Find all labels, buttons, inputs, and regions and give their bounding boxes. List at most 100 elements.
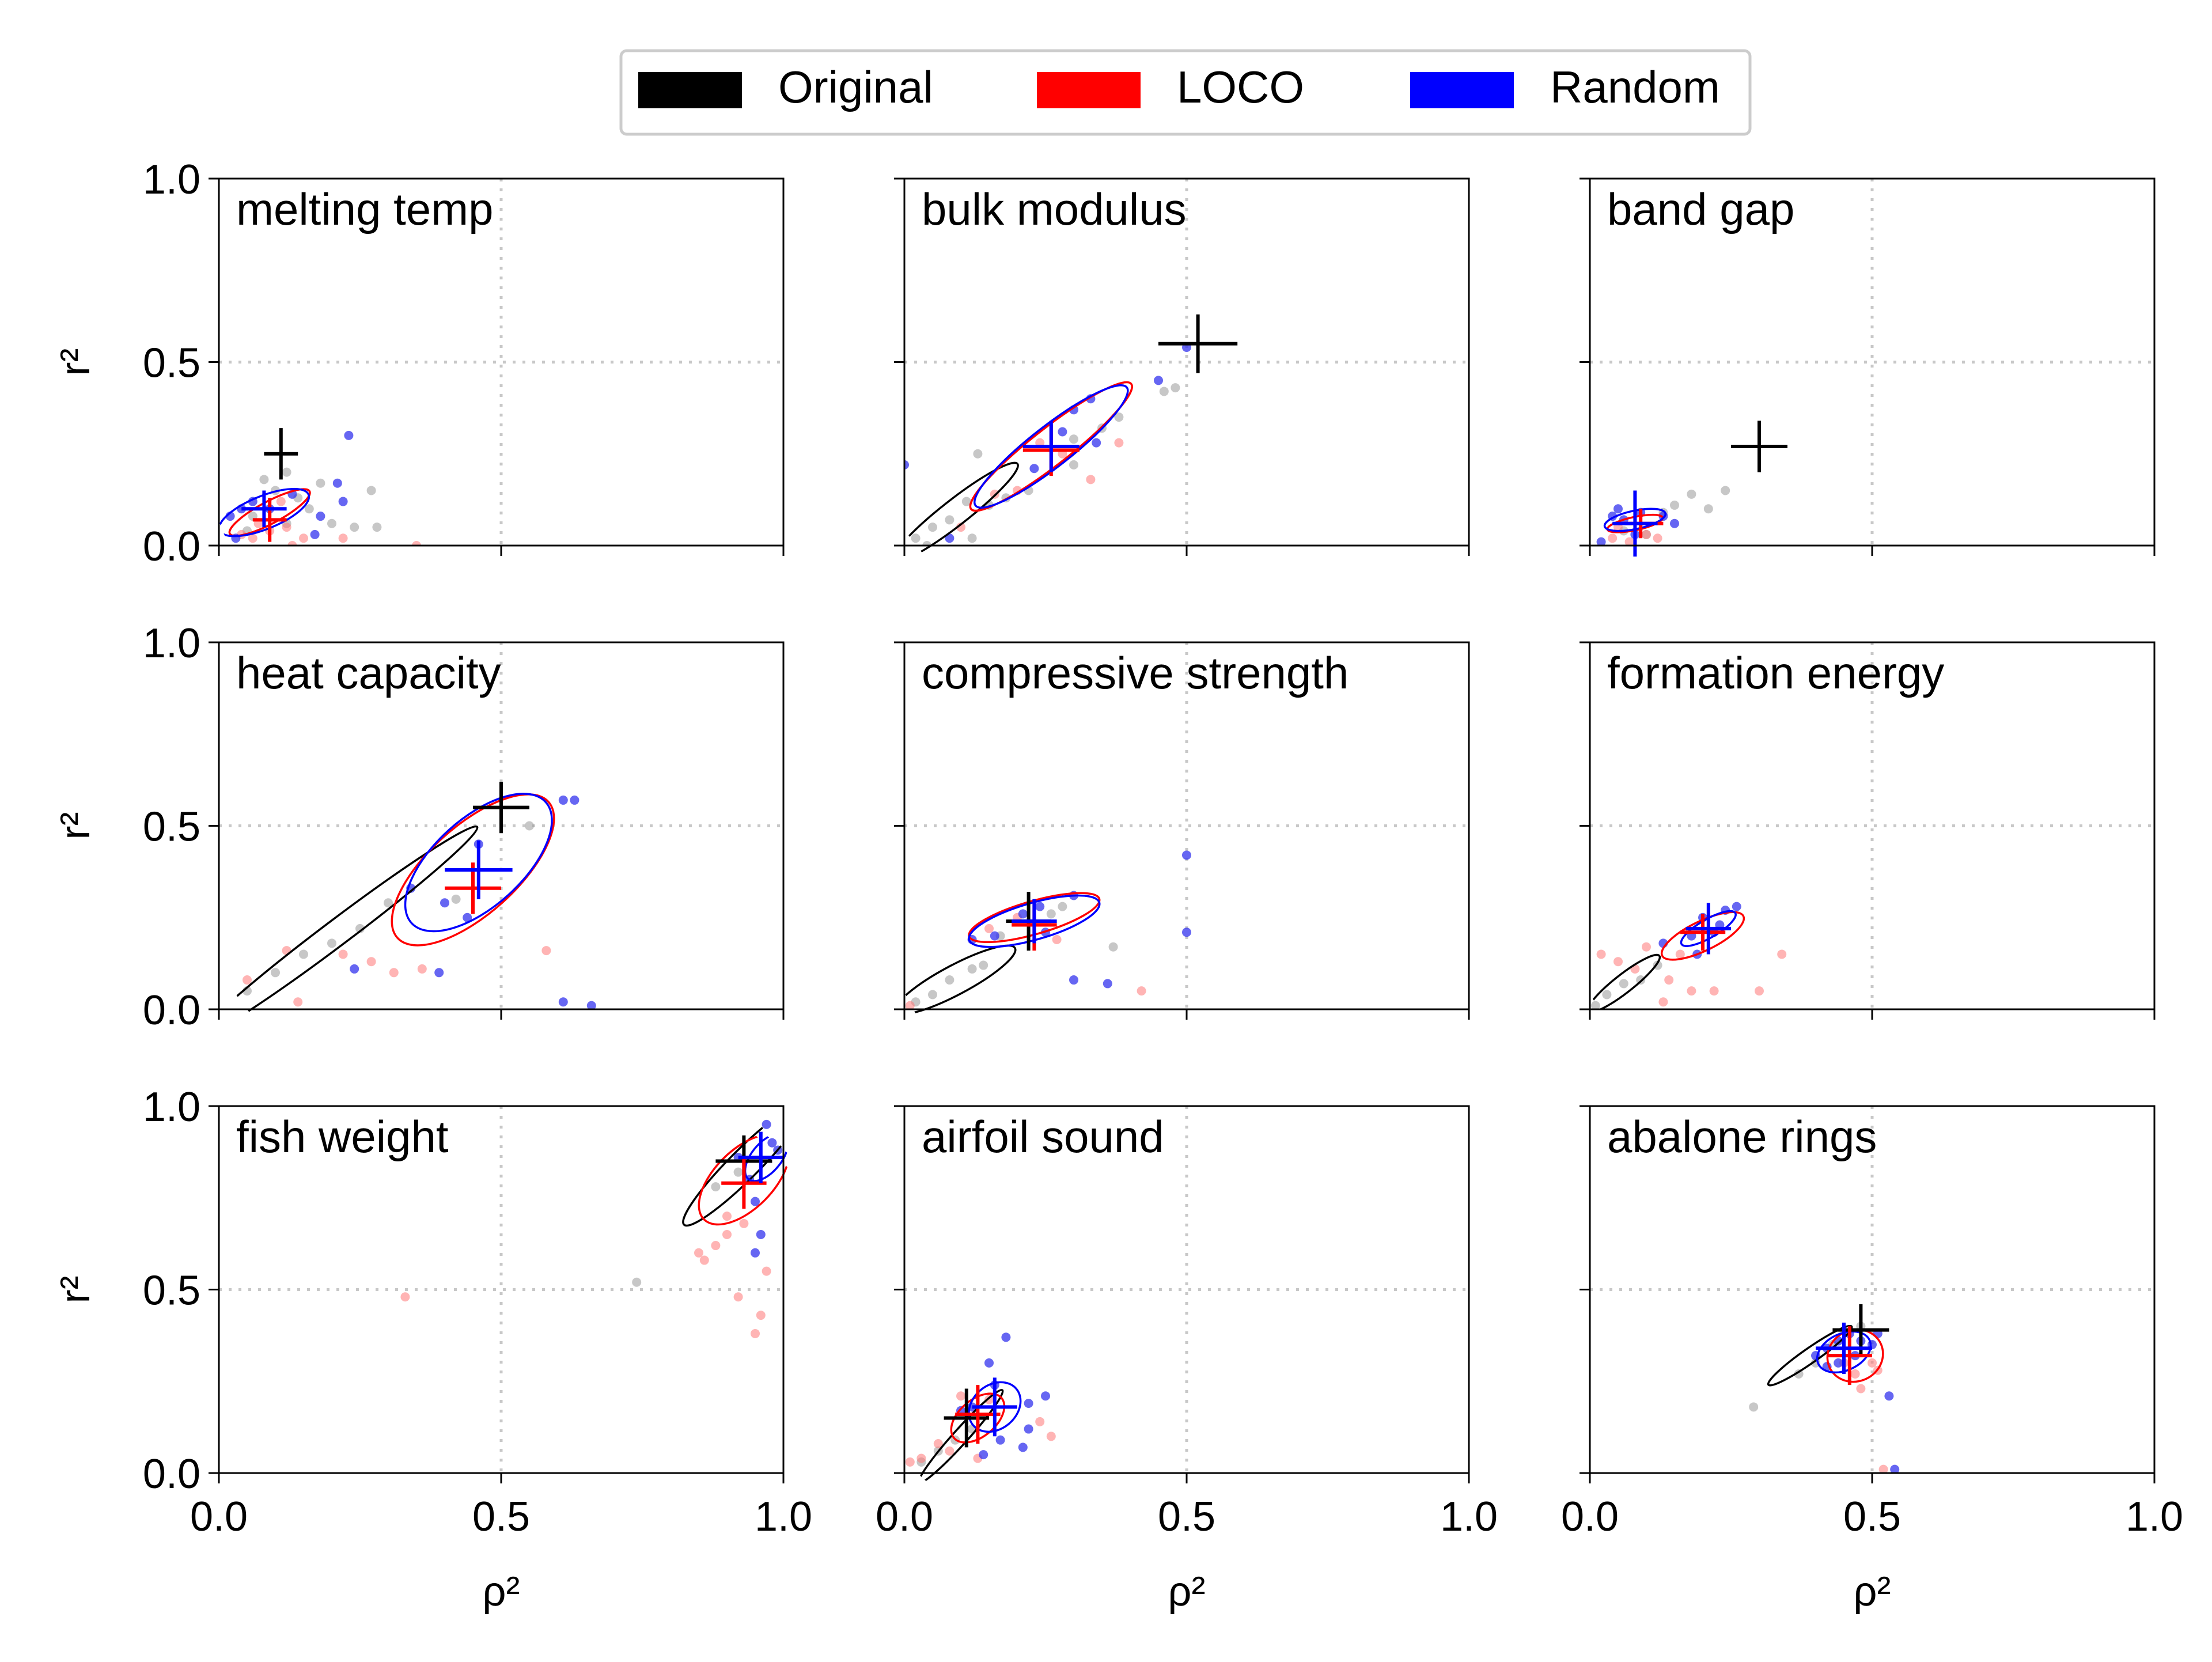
data-point-random [344,430,354,440]
data-point-random [1024,1398,1033,1408]
data-point-original [1046,909,1056,919]
data-point-original [632,1277,642,1287]
data-point-original [327,938,336,948]
data-point-loco [366,957,376,967]
x-axis-label: ρ² [1854,1569,1891,1615]
data-point-loco [1624,537,1634,546]
data-point-original [451,894,461,904]
data-point-original [372,523,382,532]
data-point-loco [1777,949,1787,959]
data-point-loco [293,997,303,1007]
ellipse-original [891,461,1019,563]
data-point-random [1069,975,1078,985]
data-point-random [1092,438,1101,448]
data-point-random [310,529,320,539]
x-tick-label: 0.5 [472,1494,530,1540]
data-point-random [558,795,568,805]
data-point-random [1890,1464,1900,1473]
data-point-original [304,504,314,514]
data-point-loco [1856,1384,1866,1394]
data-point-loco [417,964,427,974]
data-point-random [1041,1391,1050,1401]
data-point-random [1103,979,1112,989]
data-point-loco [694,1248,703,1258]
legend-swatch-original [638,72,742,108]
data-point-original [1749,1402,1759,1412]
data-point-original [1602,990,1612,1000]
data-point-original [1619,979,1628,989]
data-point-loco [338,533,348,543]
data-point-loco [722,1212,732,1221]
data-point-original [928,523,937,532]
data-point-original [1703,504,1713,514]
data-point-loco [1114,438,1124,448]
data-point-random [434,968,444,978]
data-point-original [1171,383,1180,393]
data-point-loco [243,975,252,985]
data-point-random [338,497,348,506]
x-tick-label: 1.0 [755,1494,812,1540]
data-point-original [945,975,955,985]
data-point-random [1670,518,1679,528]
ellipse-random [968,1381,1022,1433]
data-point-loco [299,533,308,543]
data-point-original [1069,434,1078,444]
y-axis-label: r² [52,1276,99,1304]
data-point-original [979,960,988,970]
data-point-original [1687,489,1696,499]
y-tick-label: 0.5 [143,340,200,387]
data-point-loco [905,1001,915,1009]
y-tick-label: 1.0 [143,620,200,667]
legend-label-loco: LOCO [1177,62,1304,112]
data-point-random [1834,1358,1843,1368]
data-point-loco [751,1328,760,1338]
data-point-loco [1642,529,1651,539]
data-point-original [355,923,365,933]
legend-label-random: Random [1550,62,1720,112]
data-point-random [463,913,472,922]
data-point-original [1159,387,1169,396]
x-tick-label: 1.0 [2126,1494,2183,1540]
x-axis-label: ρ² [1168,1569,1206,1615]
ellipse-random [1603,508,1666,532]
x-axis-label: ρ² [483,1569,520,1615]
y-axis-label: r² [52,349,99,376]
ellipse-random [974,384,1129,509]
data-point-random [350,964,359,974]
data-point-loco [1664,975,1674,985]
legend-swatch-loco [1037,72,1141,108]
data-point-loco [1046,1432,1056,1441]
data-point-original [350,523,359,532]
data-point-original [327,518,336,528]
data-point-random [1029,464,1039,474]
data-point-random [1884,1391,1894,1401]
data-point-random [558,997,568,1007]
data-point-random [990,931,999,941]
data-point-loco [1086,475,1096,484]
data-point-loco [916,1453,926,1463]
data-point-loco [1137,986,1146,996]
data-point-loco [984,923,994,933]
data-point-loco [1675,949,1685,959]
data-point-loco [711,1241,721,1251]
data-point-random [1154,376,1163,385]
data-point-loco [1642,942,1651,952]
data-point-original [282,467,291,477]
data-point-original [271,968,280,978]
data-point-loco [956,523,965,532]
data-point-loco [400,1292,410,1302]
data-point-loco [248,533,257,543]
data-point-original [384,898,393,908]
data-point-original [1069,460,1078,470]
legend-box [619,49,1752,136]
data-point-original [1721,486,1730,495]
data-point-loco [1709,986,1719,996]
panel-title-band-gap: band gap [1607,184,1794,234]
data-point-random [586,1001,596,1009]
data-point-loco [1052,934,1062,944]
data-point-random [1024,1424,1033,1434]
data-point-random [1018,909,1028,919]
data-point-random [1018,1443,1028,1452]
data-point-random [1182,850,1191,860]
